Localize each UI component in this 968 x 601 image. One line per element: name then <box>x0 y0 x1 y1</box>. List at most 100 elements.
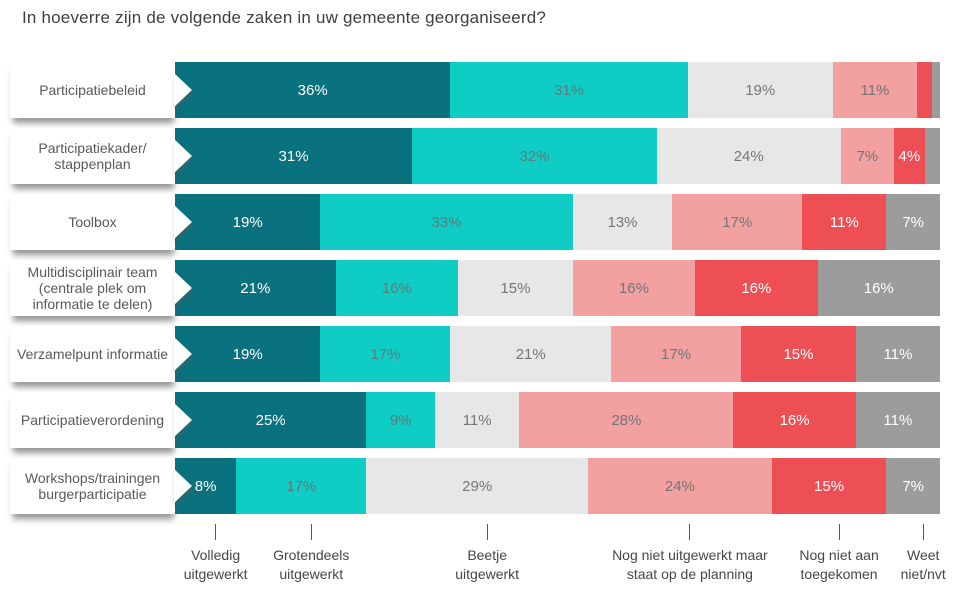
bar-segment: 33% <box>320 194 573 250</box>
segment-value-label: 16% <box>779 411 810 429</box>
row-category-text: Participatiekader/ <box>38 140 147 156</box>
segment-value-label: 17% <box>286 477 317 495</box>
bar-segment: 16% <box>817 260 940 316</box>
legend-item-text: Grotendeels <box>273 547 350 563</box>
bar-segment: 24% <box>588 458 772 514</box>
segment-value-label: 24% <box>733 147 764 165</box>
bar-segment: 16% <box>733 392 856 448</box>
segment-value-label: 11% <box>883 345 913 363</box>
row-category-text: Workshops/trainingen <box>24 470 161 486</box>
bar-segment: 17% <box>236 458 367 514</box>
bar-segment: 15% <box>771 458 887 514</box>
stacked-bar: 8% 17% 29% 24% 15% 7% <box>175 458 940 514</box>
bar-segment <box>924 128 940 184</box>
label-arrow-icon <box>174 271 192 305</box>
bar-segment <box>917 62 933 118</box>
bar-segment: 24% <box>656 128 841 184</box>
segment-value-label: 15% <box>500 279 531 297</box>
legend-item: Grotendeels uitgewerkt <box>201 546 421 584</box>
segment-value-label: 15% <box>783 345 814 363</box>
segment-value-label: 9% <box>389 411 412 429</box>
legend-item: Weet niet/nvt <box>813 546 968 584</box>
stacked-bar: 31% 32% 24% 7% 4% <box>175 128 940 184</box>
segment-value-label: 16% <box>741 279 772 297</box>
bar-segment: 11% <box>855 392 940 448</box>
bar-segment: 9% <box>366 392 436 448</box>
bar-segment <box>932 62 940 118</box>
label-arrow-icon <box>174 73 192 107</box>
segment-value-label: 17% <box>370 345 401 363</box>
bar-segment: 17% <box>320 326 451 382</box>
stacked-bar: 25% 9% 11% 28% 16% 11% <box>175 392 940 448</box>
chart-row: Participatiekader/stappenplan 31% 32% 24% 7%… <box>10 128 940 184</box>
bar-segment: 17% <box>672 194 803 250</box>
segment-value-label: 11% <box>860 81 890 99</box>
legend-tick <box>922 524 924 540</box>
segment-value-label: 7% <box>902 213 925 231</box>
row-category-label: Participatiebeleid <box>10 62 192 118</box>
row-category-text: Toolbox <box>68 214 117 230</box>
legend-item-text: Beetje <box>467 547 508 563</box>
bar-segment: 36% <box>175 62 451 118</box>
bar-segment: 21% <box>450 326 612 382</box>
legend-item-text: uitgewerkt <box>183 566 248 582</box>
legend-item-text: uitgewerkt <box>279 566 344 582</box>
legend-item-text: niet/nvt <box>900 566 946 582</box>
segment-value-label: 28% <box>611 411 642 429</box>
bar-segment: 21% <box>175 260 336 316</box>
legend-tick <box>215 524 217 540</box>
segment-value-label: 7% <box>856 147 879 165</box>
label-arrow-icon <box>174 139 192 173</box>
segment-value-label: 25% <box>255 411 286 429</box>
segment-value-label: 16% <box>863 279 894 297</box>
row-category-label: Participatiekader/stappenplan <box>10 128 192 184</box>
row-category-text: Participatieverordening <box>20 412 165 428</box>
segment-value-label: 21% <box>515 345 546 363</box>
segment-value-label: 11% <box>829 213 859 231</box>
legend-item: Nog niet uitgewerkt maar staat op de plan… <box>580 546 800 584</box>
bar-segment: 11% <box>435 392 520 448</box>
legend-item-text: toegekomen <box>800 566 878 582</box>
row-category-label: Workshops/trainingen burgerparticipatie <box>10 458 192 514</box>
label-arrow-icon <box>174 337 192 371</box>
segment-value-label: 15% <box>814 477 845 495</box>
legend-item-text: uitgewerkt <box>455 566 520 582</box>
segment-value-label: 17% <box>722 213 753 231</box>
chart-row: Verzamelpunt informatie 19% 17% 21% 17% 15% 11… <box>10 326 940 382</box>
bar-segment: 7% <box>886 458 940 514</box>
bar-segment: 11% <box>802 194 887 250</box>
segment-value-label: 19% <box>232 345 263 363</box>
segment-value-label: 7% <box>902 477 925 495</box>
bar-segment: 31% <box>175 128 413 184</box>
label-arrow-icon <box>174 205 192 239</box>
segment-value-label: 36% <box>297 81 328 99</box>
row-category-text: informatie te delen) <box>32 296 153 312</box>
chart-title: In hoeverre zijn de volgende zaken in uw… <box>22 8 547 27</box>
stacked-bar: 19% 33% 13% 17% 11% 7% <box>175 194 940 250</box>
segment-value-label: 29% <box>462 477 493 495</box>
chart-row: Participatiebeleid 36% 31% 19% 11% <box>10 62 940 118</box>
segment-value-label: 24% <box>664 477 695 495</box>
segment-value-label: 17% <box>661 345 692 363</box>
segment-value-label: 21% <box>240 279 271 297</box>
bar-segment: 16% <box>572 260 696 316</box>
segment-value-label: 8% <box>194 477 217 495</box>
row-category-text: Verzamelpunt informatie <box>17 346 168 362</box>
label-arrow-icon <box>174 403 192 437</box>
legend-tick <box>310 524 312 540</box>
bar-segment: 7% <box>840 128 895 184</box>
bar-segment: 28% <box>519 392 734 448</box>
chart-rows: Participatiebeleid 36% 31% 19% 11% Participat… <box>10 62 940 524</box>
bar-segment: 11% <box>832 62 918 118</box>
legend-item-text: Weet <box>907 547 940 563</box>
segment-value-label: 11% <box>462 411 492 429</box>
bar-segment: 16% <box>335 260 459 316</box>
row-category-label: Toolbox <box>10 194 192 250</box>
bar-segment: 19% <box>175 194 321 250</box>
label-arrow-icon <box>174 469 192 503</box>
segment-value-label: 32% <box>519 147 550 165</box>
bar-segment: 29% <box>366 458 589 514</box>
bar-segment: 32% <box>412 128 657 184</box>
row-category-text: Multidisciplinair team <box>27 264 158 280</box>
